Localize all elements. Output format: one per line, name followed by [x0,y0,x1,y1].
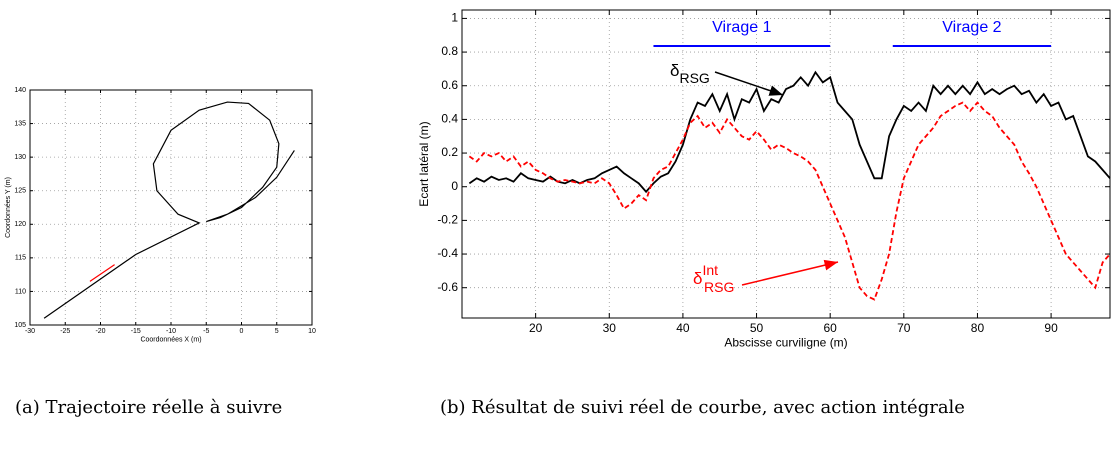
annotation-sup: Int [702,262,718,278]
annotation-arrow [714,71,784,96]
y-tick-label: 135 [14,120,26,127]
caption: (a) Trajectoire réelle à suivre [15,397,283,418]
data-line [89,264,115,282]
plot-frame [461,9,1111,319]
x-tick-label: -10 [166,328,176,335]
annotation-sub: RSG [704,279,734,295]
y-tick-label: -0.6 [437,280,458,294]
x-tick-label: -20 [95,328,105,335]
x-tick-label: 20 [529,321,543,335]
x-tick-label: -5 [203,328,209,335]
annotation: δInt RSG [693,262,734,295]
x-tick-label: 80 [971,321,985,335]
x-tick-label: 30 [603,321,617,335]
x-tick-label: -30 [25,328,35,335]
y-tick-label: 0.4 [441,112,458,126]
data-line [43,101,295,319]
x-tick-label: 5 [275,328,279,335]
span-label: Virage 1 [712,19,771,36]
y-tick-label: 110 [15,288,26,295]
data-line [468,101,1111,301]
y-tick-label: 0 [451,179,458,193]
x-tick-label: 40 [676,321,690,335]
annotation-symbol: δ [670,61,679,80]
figure: -30 -25 -20 -15 -10 -5 0 5 101051101151201251301… [5,9,1111,349]
y-axis-label: Ecart latéral (m) [417,121,431,206]
y-tick-label: 140 [14,87,26,94]
x-axis-label: Abscisse curviligne (m) [724,335,847,349]
x-tick-label: 0 [240,328,244,335]
y-tick-label: -0.2 [437,213,458,227]
span-label: Virage 2 [942,19,1001,36]
x-tick-label: 60 [824,321,838,335]
x-tick-label: 50 [750,321,764,335]
plot-area [462,10,1110,318]
plot-area [30,90,312,325]
y-tick-label: 1 [451,11,458,25]
x-tick-label: -15 [131,328,141,335]
x-tick-label: 10 [308,328,316,335]
annotation-sub: RSG [679,70,709,86]
y-axis-label: Coordonnées Y (m) [5,177,12,238]
annotation-arrow [741,259,839,286]
caption: (b) Résultat de suivi réel de courbe, av… [440,397,965,418]
x-tick-label: 90 [1044,321,1058,335]
plot-frame [29,89,313,326]
x-axis-label: Coordonnées X (m) [140,337,201,344]
y-tick-label: 105 [14,322,26,329]
x-tick-label: 70 [897,321,911,335]
y-tick-label: 0.2 [441,145,458,159]
annotation-symbol: δ [693,269,702,288]
y-tick-label: 0.6 [441,78,458,92]
annotation: δRSG [670,61,710,85]
y-tick-label: 125 [14,188,26,195]
y-tick-label: 130 [14,154,26,161]
y-tick-label: -0.4 [437,246,458,260]
y-tick-label: 115 [15,255,26,262]
y-tick-label: 0.8 [441,44,458,58]
x-tick-label: -25 [60,328,70,335]
y-tick-label: 120 [14,221,26,228]
